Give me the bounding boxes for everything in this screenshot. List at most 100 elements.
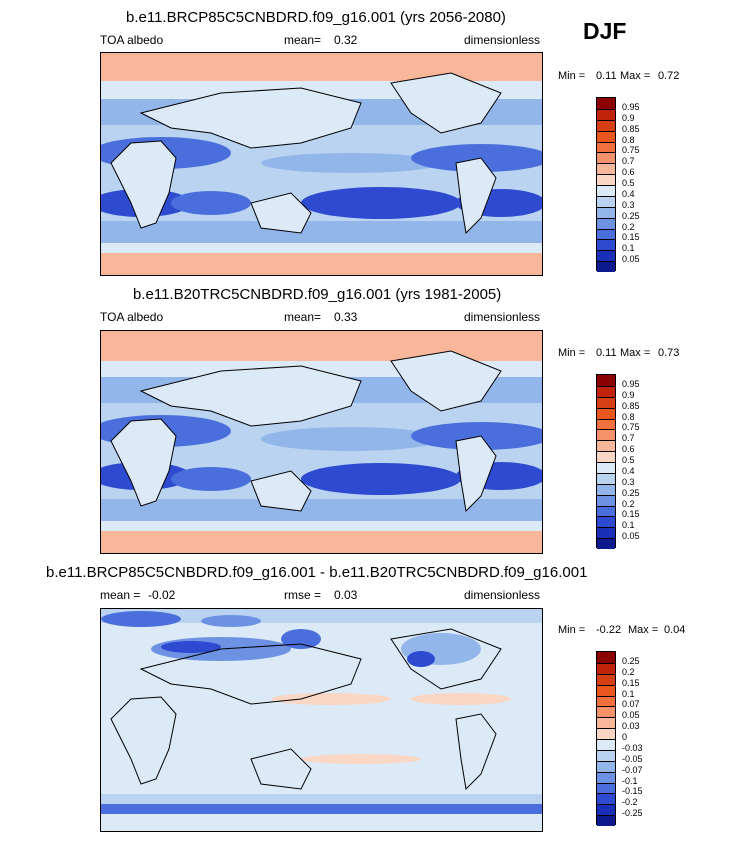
panel2-mean-label: mean= [284,310,322,324]
colorbar-swatch [597,527,615,539]
panel3-max-label: Max = [628,624,659,636]
colorbar-tick-label: 0.9 [622,389,635,400]
panel2-max-value: 0.73 [658,347,680,359]
colorbar-swatch [597,749,615,761]
panel2-mean-value: 0.33 [334,310,358,324]
colorbar-tick-label: 0.95 [622,101,640,112]
colorbar-swatch [597,396,615,408]
panel3-map [100,608,543,832]
colorbar-swatch [597,418,615,430]
panel2-min-value: 0.11 [596,347,617,359]
colorbar-tick-label: 0.85 [622,123,640,134]
panel1-mean-label: mean= [284,33,322,47]
colorbar-swatch [597,472,615,484]
panel1-map [91,52,551,276]
panel2-units: dimensionless [464,310,541,324]
panel3-mean-value: -0.02 [148,588,176,602]
colorbar-tick-label: 0.75 [622,145,640,156]
panel3-max-value: 0.04 [664,624,686,636]
panel3-mean-label: mean = [100,588,141,602]
colorbar-tick-label: 0.4 [622,465,635,476]
colorbar-swatch [597,98,615,109]
panel3-coastlines [110,628,502,791]
colorbar-tick-label: 0.15 [622,509,640,520]
colorbar-swatch [597,483,615,495]
colorbar-swatch [597,684,615,696]
colorbar-swatch [597,440,615,452]
colorbar-swatch [597,652,615,663]
colorbar-swatch [597,195,615,207]
colorbar-swatch [597,706,615,718]
colorbar-swatch [597,538,615,549]
colorbar-tick-label: 0.1 [622,243,635,254]
colorbar-swatch [597,695,615,707]
colorbar-swatch [597,152,615,164]
colorbar-swatch [597,375,615,386]
colorbar-tick-label: 0.2 [622,498,635,509]
panel2-colorbar [596,374,616,549]
panel2-title: b.e11.B20TRC5CNBDRD.f09_g16.001 (yrs 198… [133,286,502,303]
colorbar-tick-label: 0.75 [622,422,640,433]
colorbar-tick-label: 0.07 [622,699,640,710]
panel1-max-label: Max = [620,70,651,82]
colorbar-tick-label: 0.7 [622,156,635,167]
panel3-map-field [101,609,542,831]
colorbar-swatch [597,217,615,229]
colorbar-tick-label: 0.4 [622,188,635,199]
season-label: DJF [583,18,627,44]
colorbar-tick-label: 0.25 [622,655,640,666]
colorbar-tick-label: -0.1 [622,775,638,786]
colorbar-tick-label: 0.05 [622,254,640,265]
colorbar-swatch [597,407,615,419]
panel1-coastlines [110,72,502,235]
colorbar-tick-label: 0.1 [622,688,635,699]
colorbar-swatch [597,728,615,739]
panel2-coastlines [110,350,502,513]
colorbar-swatch [597,739,615,750]
colorbar-tick-label: 0.5 [622,178,635,188]
panel1-min-label: Min = [558,70,586,82]
colorbar-tick-label: 0.8 [622,411,635,422]
colorbar-swatch [597,494,615,506]
colorbar-swatch [597,261,615,272]
colorbar-tick-label: -0.03 [622,742,643,753]
colorbar-swatch [597,673,615,685]
colorbar-swatch [597,771,615,783]
colorbar-tick-label: 0.85 [622,400,640,411]
colorbar-tick-label: 0.03 [622,721,640,732]
colorbar-tick-label: 0.1 [622,520,635,531]
colorbar-tick-label: 0.95 [622,378,640,389]
colorbar-tick-label: 0.15 [622,677,640,688]
colorbar-swatch [597,228,615,240]
panel3-rmse-value: 0.03 [334,588,358,602]
panel2-max-label: Max = [620,347,651,359]
colorbar-swatch [597,108,615,120]
panel3-min-value: -0.22 [596,624,622,636]
colorbar-tick-label: 0.05 [622,531,640,542]
panel3-colorbar [596,651,616,826]
colorbar-swatch [597,239,615,251]
colorbar-swatch [597,804,615,816]
colorbar-swatch [597,516,615,528]
colorbar-swatch [597,793,615,805]
colorbar-tick-label: 0.3 [622,199,635,210]
colorbar-swatch [597,119,615,131]
panel2-map-field [91,331,551,553]
colorbar-tick-label: 0.6 [622,167,635,178]
colorbar-swatch [597,130,615,142]
colorbar-swatch [597,174,615,185]
colorbar-tick-label: 0.05 [622,710,640,721]
panel1-colorbar [596,97,616,272]
panel3-rmse-label: rmse = [284,588,322,602]
colorbar-swatch [597,815,615,826]
colorbar-swatch [597,163,615,175]
colorbar-swatch [597,185,615,196]
colorbar-swatch [597,462,615,473]
panel2-map [91,330,551,554]
panel1-map-field [91,53,551,275]
colorbar-swatch [597,250,615,262]
colorbar-tick-label: 0.7 [622,433,635,444]
colorbar-tick-label: 0.6 [622,444,635,455]
panel2-variable-label: TOA albedo [100,310,164,324]
panel1-mean-value: 0.32 [334,33,358,47]
